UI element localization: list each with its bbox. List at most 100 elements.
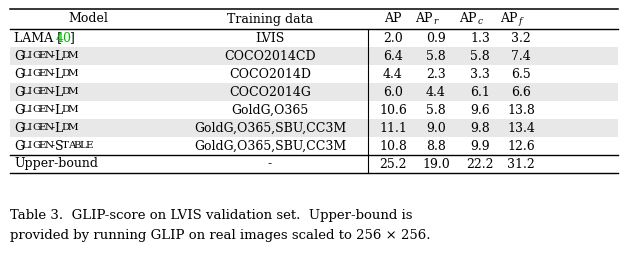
Text: 19.0: 19.0 xyxy=(422,158,450,171)
Text: LVIS: LVIS xyxy=(255,32,285,45)
Text: G: G xyxy=(33,106,41,114)
Text: E: E xyxy=(38,52,46,60)
Text: E: E xyxy=(38,106,46,114)
Text: 9.0: 9.0 xyxy=(426,122,446,135)
Text: G: G xyxy=(14,68,24,81)
Text: 10.8: 10.8 xyxy=(379,140,407,153)
Text: I: I xyxy=(27,106,31,114)
Text: I: I xyxy=(27,142,31,150)
Text: B: B xyxy=(74,142,81,150)
Text: ]: ] xyxy=(69,32,74,45)
Text: G: G xyxy=(33,142,41,150)
Text: E: E xyxy=(38,88,46,96)
Text: I: I xyxy=(27,70,31,78)
Text: L: L xyxy=(21,142,28,150)
Text: D: D xyxy=(62,70,70,78)
Text: 3.3: 3.3 xyxy=(470,68,490,81)
Text: 11.1: 11.1 xyxy=(379,122,407,135)
Text: 9.8: 9.8 xyxy=(470,122,490,135)
Text: E: E xyxy=(38,124,46,132)
Text: I: I xyxy=(27,52,31,60)
Text: L: L xyxy=(21,88,28,96)
Text: N: N xyxy=(44,142,54,150)
Text: provided by running GLIP on real images scaled to 256 × 256.: provided by running GLIP on real images … xyxy=(10,229,430,242)
Text: 1.3: 1.3 xyxy=(470,32,490,45)
Text: D: D xyxy=(62,106,70,114)
Text: 31.2: 31.2 xyxy=(507,158,535,171)
Text: GoldG,O365,SBU,CC3M: GoldG,O365,SBU,CC3M xyxy=(194,140,346,153)
Text: E: E xyxy=(38,70,46,78)
Text: 7.4: 7.4 xyxy=(511,50,531,63)
Bar xyxy=(10,47,618,65)
Text: L: L xyxy=(55,50,63,63)
Text: COCO2014G: COCO2014G xyxy=(229,86,311,99)
Text: 9.6: 9.6 xyxy=(470,104,490,117)
Text: COCO2014D: COCO2014D xyxy=(229,68,311,81)
Text: -: - xyxy=(50,104,54,117)
Text: N: N xyxy=(44,70,54,78)
Text: LAMA [: LAMA [ xyxy=(14,32,62,45)
Text: N: N xyxy=(44,106,54,114)
Text: L: L xyxy=(79,142,86,150)
Text: Model: Model xyxy=(68,12,108,25)
Text: G: G xyxy=(33,52,41,60)
Text: E: E xyxy=(38,142,46,150)
Text: f: f xyxy=(518,17,522,26)
Text: D: D xyxy=(62,124,70,132)
Text: 2.0: 2.0 xyxy=(383,32,403,45)
Text: 3.2: 3.2 xyxy=(511,32,531,45)
Text: L: L xyxy=(55,68,63,81)
Text: M: M xyxy=(67,124,78,132)
Text: 25.2: 25.2 xyxy=(379,158,407,171)
Text: 5.8: 5.8 xyxy=(426,50,446,63)
Text: G: G xyxy=(14,86,24,99)
Text: 6.4: 6.4 xyxy=(383,50,403,63)
Bar xyxy=(10,119,618,137)
Text: r: r xyxy=(433,17,438,26)
Text: -: - xyxy=(50,68,54,81)
Text: 4.4: 4.4 xyxy=(383,68,403,81)
Text: M: M xyxy=(67,52,78,60)
Text: G: G xyxy=(14,140,24,153)
Text: G: G xyxy=(14,122,24,135)
Text: E: E xyxy=(85,142,93,150)
Text: G: G xyxy=(33,70,41,78)
Text: 5.8: 5.8 xyxy=(426,104,446,117)
Text: Upper-bound: Upper-bound xyxy=(14,158,98,171)
Text: 13.4: 13.4 xyxy=(507,122,535,135)
Text: S: S xyxy=(55,140,63,153)
Text: Training data: Training data xyxy=(227,12,313,25)
Text: AP: AP xyxy=(415,12,433,25)
Text: 22.2: 22.2 xyxy=(466,158,494,171)
Text: AP: AP xyxy=(459,12,476,25)
Text: D: D xyxy=(62,52,70,60)
Text: GoldG,O365: GoldG,O365 xyxy=(231,104,309,117)
Text: A: A xyxy=(67,142,75,150)
Text: Table 3.  GLIP-score on LVIS validation set.  Upper-bound is: Table 3. GLIP-score on LVIS validation s… xyxy=(10,209,413,222)
Text: 6.0: 6.0 xyxy=(383,86,403,99)
Text: AP: AP xyxy=(500,12,517,25)
Text: T: T xyxy=(62,142,69,150)
Text: 12.6: 12.6 xyxy=(507,140,535,153)
Text: G: G xyxy=(14,50,24,63)
Text: N: N xyxy=(44,52,54,60)
Text: D: D xyxy=(62,88,70,96)
Text: GoldG,O365,SBU,CC3M: GoldG,O365,SBU,CC3M xyxy=(194,122,346,135)
Text: -: - xyxy=(50,86,54,99)
Text: 0.9: 0.9 xyxy=(426,32,446,45)
Text: I: I xyxy=(27,88,31,96)
Text: -: - xyxy=(268,158,272,171)
Bar xyxy=(10,83,618,101)
Text: I: I xyxy=(27,124,31,132)
Text: 6.1: 6.1 xyxy=(470,86,490,99)
Text: COCO2014CD: COCO2014CD xyxy=(224,50,316,63)
Text: 9.9: 9.9 xyxy=(470,140,490,153)
Text: L: L xyxy=(21,124,28,132)
Text: 6.6: 6.6 xyxy=(511,86,531,99)
Text: N: N xyxy=(44,124,54,132)
Text: 13.8: 13.8 xyxy=(507,104,535,117)
Text: 5.8: 5.8 xyxy=(470,50,490,63)
Text: 40: 40 xyxy=(56,32,72,45)
Text: -: - xyxy=(50,50,54,63)
Text: 10.6: 10.6 xyxy=(379,104,407,117)
